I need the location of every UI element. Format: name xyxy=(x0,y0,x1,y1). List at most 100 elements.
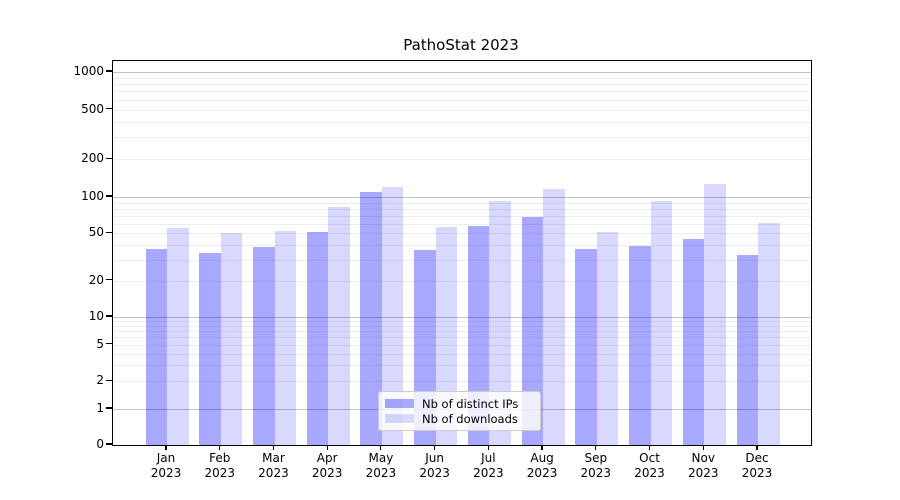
x-tick-month: Sep xyxy=(584,451,608,465)
chart-title: PathoStat 2023 xyxy=(403,36,519,54)
x-tick-label: Feb 2023 xyxy=(192,451,248,481)
minor-gridline xyxy=(113,280,811,282)
bar-downloads xyxy=(704,184,726,445)
bar-downloads xyxy=(274,231,296,445)
legend-swatch-distinct-ips xyxy=(385,399,414,408)
minor-gridline xyxy=(113,215,811,217)
plot-area xyxy=(112,60,812,446)
bar-distinct-ips xyxy=(467,226,490,445)
bar-downloads xyxy=(758,222,780,445)
minor-gridline xyxy=(113,109,811,111)
x-tick-month: Jul xyxy=(481,451,496,465)
y-tick-mark xyxy=(106,279,112,281)
bar-downloads xyxy=(220,233,243,445)
bar-distinct-ips xyxy=(575,248,597,445)
minor-gridline xyxy=(113,159,811,161)
x-tick-label: Mar 2023 xyxy=(245,451,301,481)
x-tick-mark xyxy=(702,445,704,450)
minor-gridline xyxy=(113,208,811,210)
x-tick-month: Aug xyxy=(530,451,554,465)
y-tick-mark xyxy=(106,343,112,345)
major-gridline xyxy=(113,72,811,73)
y-tick-label: 50 xyxy=(88,225,104,240)
legend: Nb of distinct IPs Nb of downloads xyxy=(378,391,541,431)
bar-distinct-ips xyxy=(253,247,275,445)
minor-gridline xyxy=(113,365,811,367)
legend-label-downloads: Nb of downloads xyxy=(422,411,518,426)
bar-distinct-ips xyxy=(736,254,758,445)
major-gridline xyxy=(113,197,811,198)
x-tick-year: 2023 xyxy=(634,466,665,480)
x-tick-label: Apr 2023 xyxy=(299,451,355,481)
y-tick-mark xyxy=(106,157,112,159)
x-tick-month: Mar xyxy=(262,451,285,465)
minor-gridline xyxy=(113,99,811,101)
bar-distinct-ips xyxy=(360,191,382,445)
y-tick-mark xyxy=(106,379,112,381)
bar-distinct-ips xyxy=(682,238,705,445)
x-tick-year: 2023 xyxy=(741,466,773,480)
legend-swatch-downloads xyxy=(385,414,414,423)
x-tick-mark xyxy=(272,445,275,450)
x-tick-mark xyxy=(756,445,758,450)
y-tick-mark xyxy=(106,108,112,110)
y-tick-label: 200 xyxy=(81,151,104,166)
x-tick-mark xyxy=(380,445,382,450)
y-tick-mark xyxy=(106,407,112,409)
bar-downloads xyxy=(543,189,565,445)
minor-gridline xyxy=(113,344,811,346)
legend-label-distinct-ips: Nb of distinct IPs xyxy=(422,396,519,411)
minor-gridline xyxy=(113,77,811,79)
x-tick-year: 2023 xyxy=(258,466,289,480)
minor-gridline xyxy=(113,259,811,261)
y-tick-mark xyxy=(106,315,112,317)
x-tick-label: May 2023 xyxy=(353,451,409,481)
minor-gridline xyxy=(113,91,811,93)
minor-gridline xyxy=(113,202,811,204)
y-tick-mark xyxy=(106,195,112,197)
bar-downloads xyxy=(435,227,458,445)
minor-gridline xyxy=(113,244,811,246)
x-tick-label: Jun 2023 xyxy=(407,451,463,481)
major-gridline xyxy=(113,317,811,318)
y-tick-mark xyxy=(106,231,112,233)
x-tick-label: Oct 2023 xyxy=(622,451,678,481)
x-tick-month: Dec xyxy=(745,451,769,465)
x-tick-mark xyxy=(326,445,328,450)
x-tick-label: Aug 2023 xyxy=(514,451,570,481)
x-tick-mark xyxy=(541,445,543,450)
minor-gridline xyxy=(113,121,811,123)
bar-distinct-ips xyxy=(199,253,221,445)
x-tick-month: Jan xyxy=(156,451,176,465)
minor-gridline xyxy=(113,325,811,327)
x-tick-label: Nov 2023 xyxy=(675,451,731,481)
y-tick-label: 5 xyxy=(96,336,104,351)
y-tick-label: 100 xyxy=(81,189,104,203)
x-tick-mark xyxy=(648,445,651,450)
x-tick-label: Jan 2023 xyxy=(138,451,194,481)
x-tick-label: Sep 2023 xyxy=(568,451,624,481)
legend-item-downloads: Nb of downloads xyxy=(385,411,532,426)
x-tick-mark xyxy=(219,445,221,450)
y-tick-label: 1000 xyxy=(73,64,104,78)
x-tick-month: May xyxy=(368,451,394,465)
bar-downloads xyxy=(381,187,404,445)
bar-distinct-ips xyxy=(629,246,651,445)
bar-downloads xyxy=(489,201,511,445)
bar-downloads xyxy=(650,201,672,445)
minor-gridline xyxy=(113,223,811,225)
x-tick-year: 2023 xyxy=(687,466,719,480)
x-tick-month: Apr xyxy=(316,451,338,465)
x-tick-year: 2023 xyxy=(311,466,343,480)
x-tick-mark xyxy=(165,445,167,450)
minor-gridline xyxy=(113,137,811,139)
x-tick-mark xyxy=(595,445,597,450)
minor-gridline xyxy=(113,321,811,323)
bar-downloads xyxy=(596,232,619,445)
bars-layer xyxy=(113,61,811,445)
x-tick-label: Jul 2023 xyxy=(460,451,516,481)
x-tick-month: Nov xyxy=(691,451,715,465)
minor-gridline xyxy=(113,84,811,86)
x-tick-month: Oct xyxy=(639,451,660,465)
